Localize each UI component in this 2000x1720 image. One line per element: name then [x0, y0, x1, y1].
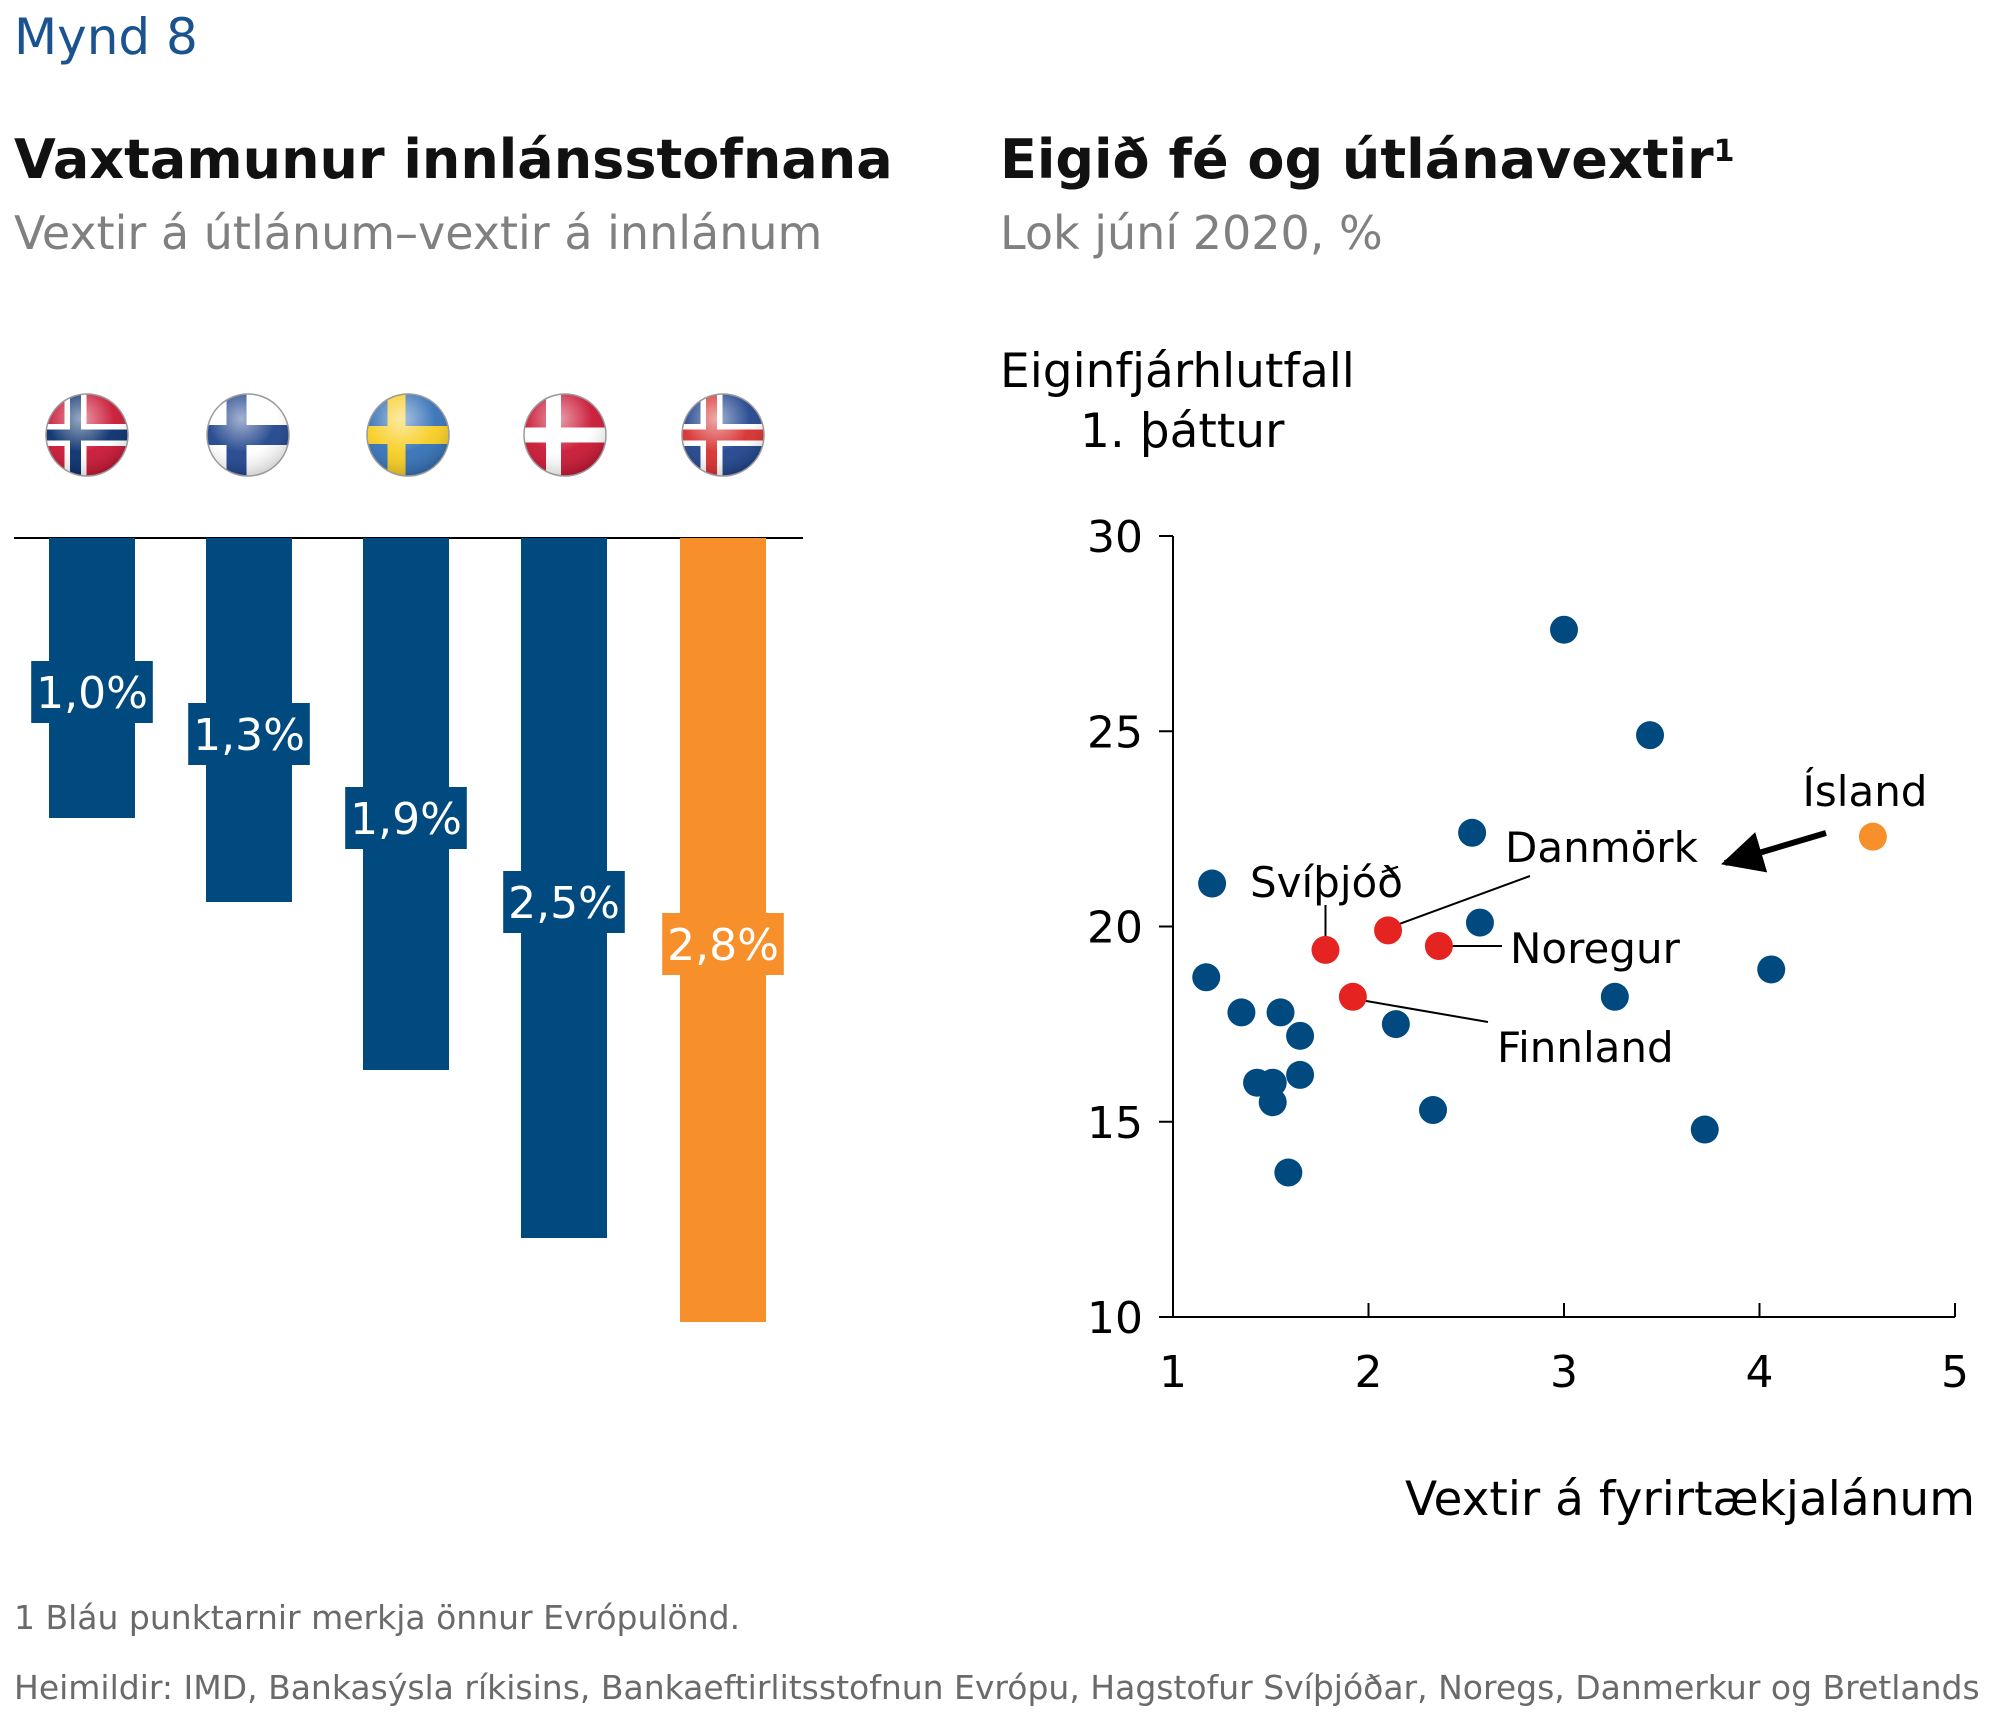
scatter-point-blue	[1198, 869, 1227, 898]
bar-chart: 1,0% 1,3% 1,9% 2,5% 2,8%	[14, 537, 803, 1322]
bar-label-box	[662, 913, 784, 975]
point-label: Noregur	[1510, 924, 1681, 973]
scatter-point-blue	[1266, 998, 1295, 1027]
scatter-point-blue	[1286, 1021, 1315, 1050]
scatter-point-blue	[1419, 1096, 1448, 1125]
x-tick-label: 2	[1355, 1347, 1383, 1398]
right-chart-subtitle: Lok júní 2020, %	[1000, 206, 1383, 260]
scatter-point-orange	[1858, 822, 1887, 851]
leader-line	[1364, 999, 1489, 1023]
leader-line	[1397, 875, 1531, 926]
flag-rim	[523, 393, 607, 477]
figure-label: Mynd 8	[14, 8, 198, 66]
y-tick-label: 30	[1087, 512, 1143, 563]
bar-label-box	[345, 787, 467, 849]
scatter-point-blue	[1381, 1010, 1410, 1039]
left-chart-title: Vaxtamunur innlánsstofnana	[14, 128, 893, 191]
y-axis-label-line2: 1. þáttur	[1080, 404, 1285, 459]
flag-gloss	[46, 394, 128, 476]
flag-gloss	[367, 394, 449, 476]
scatter-point-red	[1338, 982, 1367, 1011]
title-footnote-marker: 1	[1713, 134, 1735, 169]
flag-gloss	[524, 394, 606, 476]
scatter-point-red	[1424, 932, 1453, 961]
point-label: Danmörk	[1505, 823, 1699, 872]
scatter-point-blue	[1227, 998, 1256, 1027]
scatter-point-blue	[1550, 615, 1578, 644]
scatter-point-blue	[1458, 818, 1487, 847]
left-chart-subtitle: Vextir á útlánum–vextir á innlánum	[14, 206, 823, 260]
x-tick-label: 4	[1746, 1347, 1774, 1398]
scatter-point-blue	[1600, 982, 1629, 1011]
flag-rim	[681, 393, 765, 477]
bar-data-label: 1,9%	[350, 794, 462, 845]
footnote-1: 1 Bláu punktarnir merkja önnur Evrópulön…	[14, 1598, 741, 1637]
y-tick-label: 25	[1087, 707, 1143, 758]
scatter-point-blue	[1636, 721, 1665, 750]
y-tick-label: 10	[1087, 1293, 1143, 1344]
right-chart-title-text: Eigið fé og útlánavextir	[1000, 128, 1714, 191]
x-tick-label: 1	[1159, 1347, 1187, 1398]
bar-data-label: 2,8%	[667, 920, 779, 971]
flag-icons	[45, 393, 765, 477]
scatter-point-blue	[1286, 1060, 1315, 1089]
scatter-point-red	[1311, 935, 1340, 964]
scatter-point-blue	[1258, 1068, 1287, 1097]
flag-rim	[366, 393, 450, 477]
y-tick-label: 20	[1087, 903, 1143, 954]
x-axis-label: Vextir á fyrirtækjalánum	[1405, 1472, 1975, 1527]
x-tick-label: 5	[1941, 1347, 1969, 1398]
bar-data-label: 2,5%	[508, 878, 620, 929]
y-axis-label-line1: Eiginfjárhlutfall	[1000, 344, 1355, 399]
scatter-point-blue	[1274, 1158, 1303, 1187]
right-chart-title: Eigið fé og útlánavextir1	[1000, 128, 1735, 191]
bar-label-box	[188, 703, 310, 765]
point-label: Ísland	[1803, 766, 1928, 816]
scatter-point-blue	[1465, 908, 1494, 937]
x-tick-label: 3	[1550, 1347, 1578, 1398]
bar-data-label: 1,3%	[193, 710, 305, 761]
scatter-point-red	[1374, 916, 1403, 945]
y-tick-label: 15	[1087, 1098, 1143, 1149]
bar-label-box	[503, 871, 625, 933]
scatter-point-blue	[1192, 963, 1221, 992]
flag-rim	[206, 393, 290, 477]
flag-gloss	[207, 394, 289, 476]
scatter-chart: 10 15 20 25 30 1 2 3 4 5 Svíþjóð Danmörk Noregur Finn…	[1087, 512, 1969, 1398]
sources-note: Heimildir: IMD, Bankasýsla ríkisins, Ban…	[14, 1668, 1980, 1707]
bar-label-box	[31, 661, 153, 723]
bar-data-label: 1,0%	[36, 668, 148, 719]
point-label: Svíþjóð	[1250, 858, 1403, 907]
flag-gloss	[682, 394, 764, 476]
scatter-point-blue	[1757, 955, 1786, 984]
scatter-point-blue	[1690, 1115, 1719, 1144]
flag-rim	[45, 393, 129, 477]
point-label: Finnland	[1497, 1023, 1674, 1072]
iceland-arrow	[1720, 830, 1827, 873]
scatter-point-blue	[1258, 1088, 1287, 1117]
